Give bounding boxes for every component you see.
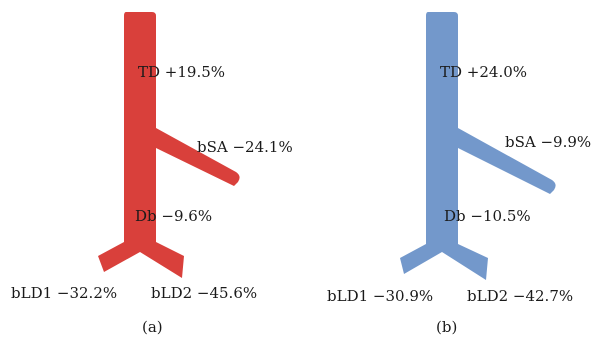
panel-a-td-label: TD +19.5% <box>138 63 226 81</box>
panel-b-trunk <box>400 12 556 280</box>
panel-b-caption: (b) <box>436 318 458 336</box>
panel-a-db-label: Db −9.6% <box>135 207 213 225</box>
panel-a-bsa-label: bSA −24.1% <box>197 138 293 156</box>
panel-b-bsa-label: bSA −9.9% <box>505 133 592 151</box>
panel-a-bld2-label: bLD2 −45.6% <box>151 284 258 302</box>
panel-b-td-label: TD +24.0% <box>440 63 528 81</box>
panel-a-trunk <box>98 12 240 278</box>
panel-b-bld1-label: bLD1 −30.9% <box>327 287 434 305</box>
panel-b-db-label: Db −10.5% <box>444 207 531 225</box>
panel-a-airway-shape <box>98 12 240 278</box>
panel-b-bld2-label: bLD2 −42.7% <box>467 287 574 305</box>
panel-a-caption: (a) <box>142 318 163 336</box>
panel-a-bld1-label: bLD1 −32.2% <box>11 284 118 302</box>
